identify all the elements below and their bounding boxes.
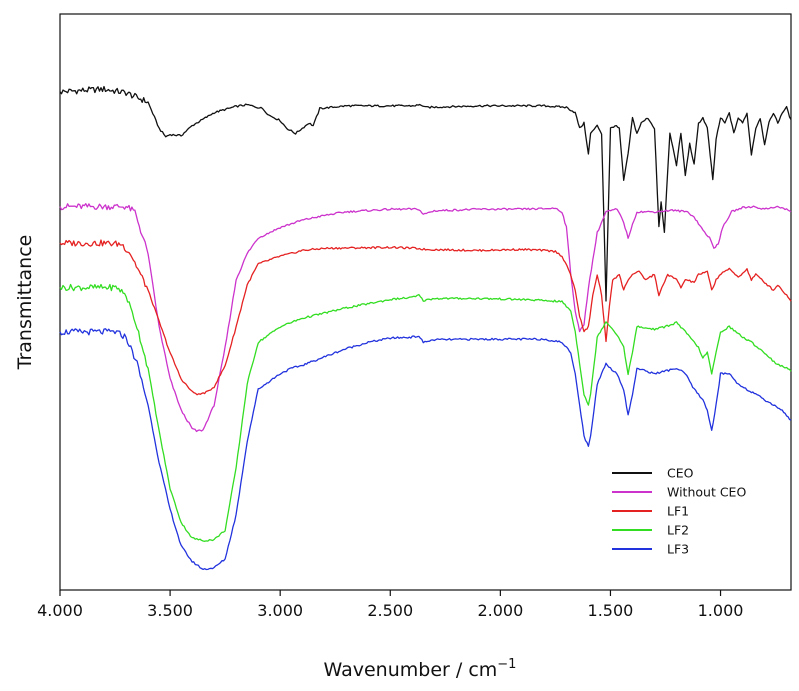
- legend: CEO Without CEO LF1 LF2 LF3: [612, 466, 746, 557]
- x-axis-title: Wavenumber / cm−1: [324, 657, 517, 681]
- series-layer: [59, 85, 792, 571]
- x-tick-label: 3.000: [257, 601, 303, 620]
- x-axis-ticks: 4.000 3.500 3.000 2.500 2.000 1.500 1.000: [37, 590, 743, 620]
- series-line-lf3: [59, 328, 792, 571]
- legend-label-lf3: LF3: [667, 542, 689, 557]
- legend-label-lf2: LF2: [667, 523, 689, 538]
- x-tick-label: 3.500: [147, 601, 193, 620]
- y-axis-title: Transmittance: [14, 235, 36, 371]
- legend-label-ceo: CEO: [667, 466, 694, 481]
- series-line-without-ceo: [59, 203, 792, 433]
- x-tick-label: 2.000: [477, 601, 523, 620]
- legend-label-lf1: LF1: [667, 504, 689, 519]
- x-axis-title-unit-exponent: −1: [497, 657, 516, 672]
- x-axis-title-text: Wavenumber / cm: [324, 659, 498, 681]
- x-tick-label: 1.000: [698, 601, 744, 620]
- series-line-ceo: [59, 85, 792, 302]
- plot-frame: [59, 13, 792, 591]
- series-line-lf1: [59, 239, 792, 396]
- legend-label-without-ceo: Without CEO: [667, 485, 746, 500]
- x-tick-label: 2.500: [367, 601, 413, 620]
- series-line-lf2: [59, 283, 792, 542]
- x-tick-label: 4.000: [37, 601, 83, 620]
- x-tick-label: 1.500: [588, 601, 634, 620]
